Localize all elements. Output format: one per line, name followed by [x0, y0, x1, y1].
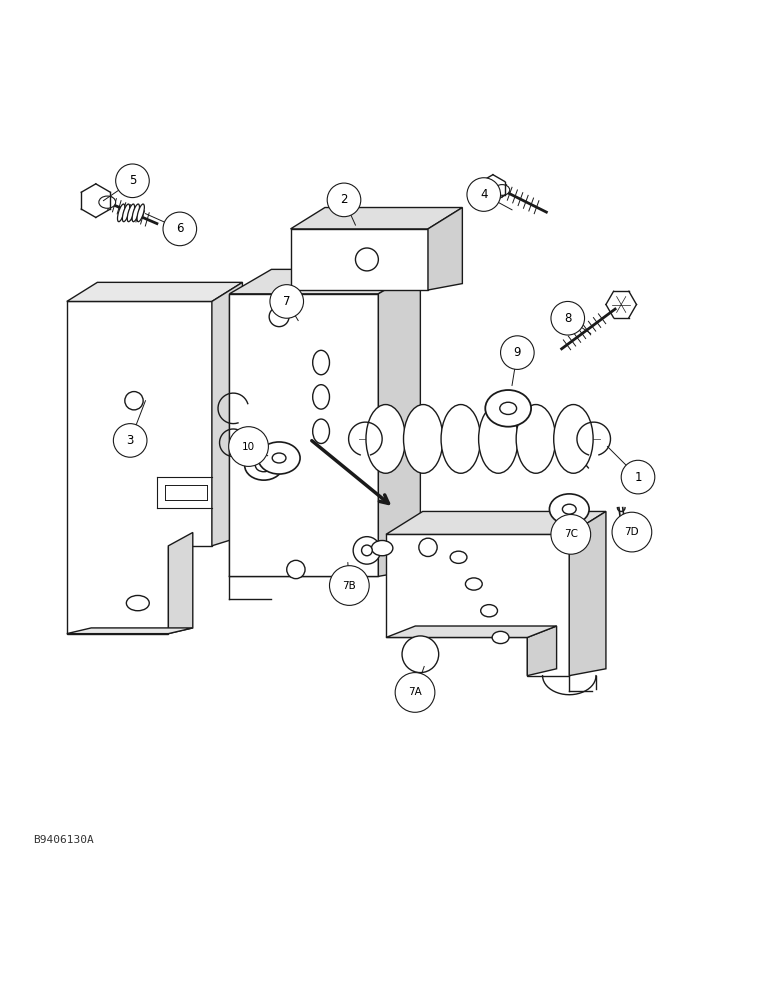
Text: 7B: 7B [343, 581, 356, 591]
Circle shape [355, 248, 378, 271]
Circle shape [286, 560, 305, 579]
Polygon shape [428, 208, 462, 290]
Polygon shape [386, 534, 569, 676]
Text: 1: 1 [635, 471, 642, 484]
Ellipse shape [516, 405, 556, 473]
Circle shape [402, 636, 438, 673]
Ellipse shape [123, 204, 130, 222]
Text: 5: 5 [129, 174, 136, 187]
Text: 3: 3 [127, 434, 134, 447]
Ellipse shape [256, 460, 273, 472]
Text: 10: 10 [242, 442, 255, 452]
Ellipse shape [258, 442, 300, 474]
Ellipse shape [313, 385, 330, 409]
Circle shape [621, 460, 655, 494]
Circle shape [269, 307, 289, 327]
Ellipse shape [494, 185, 510, 195]
Circle shape [113, 424, 147, 457]
Ellipse shape [492, 631, 509, 644]
Ellipse shape [313, 419, 330, 443]
Ellipse shape [245, 451, 283, 480]
Circle shape [500, 336, 534, 369]
Circle shape [327, 183, 361, 217]
Ellipse shape [366, 405, 405, 473]
Circle shape [270, 285, 303, 318]
Text: B9406130A: B9406130A [33, 835, 94, 845]
Text: 4: 4 [480, 188, 487, 201]
Circle shape [551, 515, 591, 554]
Ellipse shape [550, 494, 589, 524]
Circle shape [467, 178, 500, 211]
Polygon shape [386, 626, 557, 637]
Ellipse shape [127, 595, 149, 611]
Ellipse shape [127, 204, 134, 222]
Polygon shape [67, 628, 193, 634]
Ellipse shape [99, 196, 116, 208]
Ellipse shape [499, 402, 516, 414]
Polygon shape [378, 269, 421, 576]
Circle shape [419, 538, 437, 557]
Circle shape [612, 512, 652, 552]
Ellipse shape [441, 405, 480, 473]
Polygon shape [67, 282, 242, 301]
Polygon shape [569, 511, 606, 676]
Text: 8: 8 [564, 312, 571, 325]
Circle shape [551, 301, 584, 335]
Ellipse shape [137, 204, 144, 222]
Ellipse shape [486, 390, 531, 427]
Polygon shape [229, 294, 378, 576]
Circle shape [361, 545, 372, 556]
Ellipse shape [479, 405, 518, 473]
Circle shape [229, 427, 269, 466]
Ellipse shape [563, 504, 576, 514]
Polygon shape [168, 532, 193, 634]
Text: 7A: 7A [408, 687, 422, 697]
Ellipse shape [132, 204, 140, 222]
Circle shape [125, 392, 143, 410]
Ellipse shape [117, 204, 125, 222]
Text: 9: 9 [513, 346, 521, 359]
Ellipse shape [466, 578, 482, 590]
Text: 2: 2 [340, 193, 347, 206]
Polygon shape [67, 301, 212, 634]
Ellipse shape [481, 605, 497, 617]
Polygon shape [212, 282, 242, 546]
Polygon shape [290, 208, 462, 229]
Polygon shape [290, 229, 428, 290]
Text: 7: 7 [283, 295, 290, 308]
Ellipse shape [450, 551, 467, 563]
Ellipse shape [371, 540, 393, 556]
Text: 7D: 7D [625, 527, 639, 537]
Ellipse shape [404, 405, 443, 473]
Text: 6: 6 [176, 222, 184, 235]
Polygon shape [527, 626, 557, 676]
Circle shape [353, 537, 381, 564]
Circle shape [116, 164, 149, 198]
Polygon shape [386, 511, 606, 534]
Polygon shape [229, 269, 421, 294]
Circle shape [163, 212, 197, 246]
Ellipse shape [554, 405, 593, 473]
Circle shape [330, 566, 369, 605]
Ellipse shape [273, 453, 286, 463]
Circle shape [395, 673, 435, 712]
Text: 7C: 7C [564, 529, 577, 539]
Ellipse shape [313, 350, 330, 375]
